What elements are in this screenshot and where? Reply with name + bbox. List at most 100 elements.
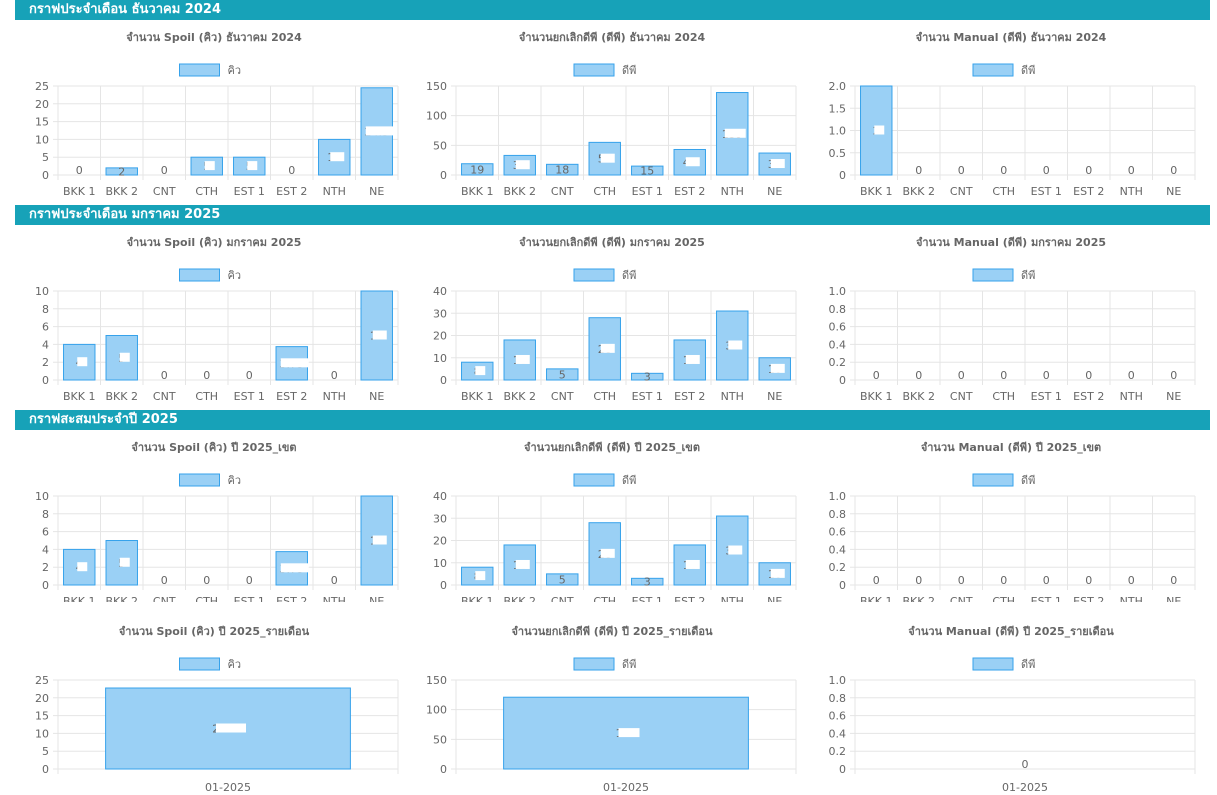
legend[interactable]: คิว (179, 268, 242, 282)
y-tick-label: 6 (42, 526, 49, 539)
legend[interactable]: ดีพี (972, 63, 1035, 77)
x-tick-label: NE (767, 185, 782, 198)
value-label: 3 (644, 576, 651, 589)
legend-label: ดีพี (1021, 64, 1035, 77)
value-label: 0 (161, 164, 168, 177)
value-label: 0 (161, 369, 168, 382)
chart-title: จำนวน Spoil (คิว) ปี 2025_รายเดือน (119, 625, 310, 638)
y-tick-label: 30 (433, 512, 447, 525)
legend-swatch (972, 473, 1014, 487)
y-tick-label: 40 (433, 490, 447, 503)
label-box (685, 354, 700, 364)
x-tick-label: BKK 2 (903, 595, 935, 602)
legend[interactable]: ดีพี (573, 473, 636, 487)
label-box (600, 153, 615, 163)
y-tick-label: 40 (433, 285, 447, 298)
x-tick-label: EST 2 (276, 390, 307, 403)
chart-title: จำนวน Manual (ดีพี) ปี 2025_รายเดือน (908, 625, 1114, 638)
x-tick-label: NTH (323, 185, 346, 198)
x-tick-label: EST 1 (632, 390, 663, 403)
label-box (724, 128, 746, 138)
legend-swatch (573, 63, 615, 77)
legend[interactable]: คิว (179, 473, 242, 487)
y-tick-label: 0 (839, 579, 846, 592)
legend[interactable]: ดีพี (972, 473, 1035, 487)
legend[interactable]: คิว (179, 63, 242, 77)
x-tick-label: BKK 2 (903, 390, 935, 403)
x-tick-label: CTH (195, 595, 218, 602)
legend[interactable]: ดีพี (972, 268, 1035, 282)
legend[interactable]: คิว (179, 657, 242, 671)
x-tick-label: EST 2 (674, 390, 705, 403)
section-header-dec-2024: กราฟประจำเดือน ธันวาคม 2024 (15, 0, 1210, 20)
bar[interactable] (631, 165, 664, 176)
bar[interactable] (105, 335, 138, 381)
legend[interactable]: ดีพี (573, 63, 636, 77)
legend-swatch (573, 268, 615, 282)
x-tick-label: NE (767, 390, 782, 403)
value-label: 0 (1000, 164, 1007, 177)
legend[interactable]: ดีพี (573, 657, 636, 671)
x-tick-label: CTH (593, 390, 616, 403)
bar[interactable] (461, 163, 494, 176)
bar[interactable] (546, 368, 579, 381)
legend[interactable]: ดีพี (972, 657, 1035, 671)
label-box (770, 568, 785, 578)
value-label: 0 (1085, 369, 1092, 382)
bar[interactable] (546, 163, 579, 176)
y-tick-label: 4 (42, 543, 49, 556)
legend[interactable]: ดีพี (573, 268, 636, 282)
bar[interactable] (105, 540, 138, 586)
label-box (685, 559, 700, 569)
legend-label: คิว (228, 64, 242, 77)
x-tick-label: CNT (551, 390, 574, 403)
y-tick-label: 10 (35, 133, 49, 146)
label-box (515, 354, 530, 364)
value-label: 0 (915, 574, 922, 587)
label-box (204, 161, 215, 171)
legend-label: ดีพี (622, 269, 636, 282)
bar[interactable] (588, 141, 621, 176)
chart-title: จำนวนยกเลิกดีพี (ดีพี) ปี 2025_รายเดือน (511, 625, 713, 638)
chart-title: จำนวน Spoil (คิว) มกราคม 2025 (127, 236, 302, 249)
x-tick-label: BKK 1 (63, 595, 95, 602)
y-tick-label: 25 (35, 80, 49, 93)
y-tick-label: 0 (839, 374, 846, 387)
bar[interactable] (546, 573, 579, 586)
x-tick-label: NE (369, 390, 384, 403)
chart-year-cancel-month: จำนวนยกเลิกดีพี (ดีพี) ปี 2025_รายเดือนด… (426, 625, 797, 794)
value-label: 2 (118, 165, 125, 178)
bar[interactable] (631, 577, 664, 586)
x-tick-label: BKK 1 (860, 185, 892, 198)
y-tick-label: 50 (433, 139, 447, 152)
y-tick-label: 0 (440, 374, 447, 387)
label-box (77, 562, 88, 572)
x-tick-label: CTH (992, 390, 1015, 403)
x-tick-label: BKK 2 (106, 595, 138, 602)
x-tick-label: EST 1 (234, 595, 265, 602)
bar[interactable] (105, 167, 138, 176)
legend-label: ดีพี (622, 658, 636, 671)
label-box (119, 352, 130, 362)
x-tick-label: BKK 1 (860, 595, 892, 602)
bar[interactable] (360, 290, 393, 381)
x-tick-label: 01-2025 (603, 781, 649, 794)
x-tick-label: CNT (153, 185, 176, 198)
x-tick-label: EST 2 (1073, 595, 1104, 602)
x-tick-label: NTH (1120, 595, 1143, 602)
chart-jan-spoil: จำนวน Spoil (คิว) มกราคม 2025คิว02468104… (35, 236, 399, 403)
chart-dec-cancel: จำนวนยกเลิกดีพี (ดีพี) ธันวาคม 2024 ดีพี 0… (426, 31, 797, 198)
y-tick-label: 0 (42, 169, 49, 182)
value-label: 5 (559, 368, 566, 381)
legend-label: คิว (228, 474, 242, 487)
value-label: 0 (76, 164, 83, 177)
label-box (216, 723, 246, 733)
x-tick-label: NTH (1120, 390, 1143, 403)
x-tick-label: EST 2 (276, 185, 307, 198)
bar[interactable] (631, 372, 664, 381)
value-label: 0 (246, 369, 253, 382)
x-tick-label: BKK 1 (860, 390, 892, 403)
y-tick-label: 0 (440, 579, 447, 592)
y-tick-label: 10 (35, 490, 49, 503)
x-tick-label: BKK 2 (903, 185, 935, 198)
